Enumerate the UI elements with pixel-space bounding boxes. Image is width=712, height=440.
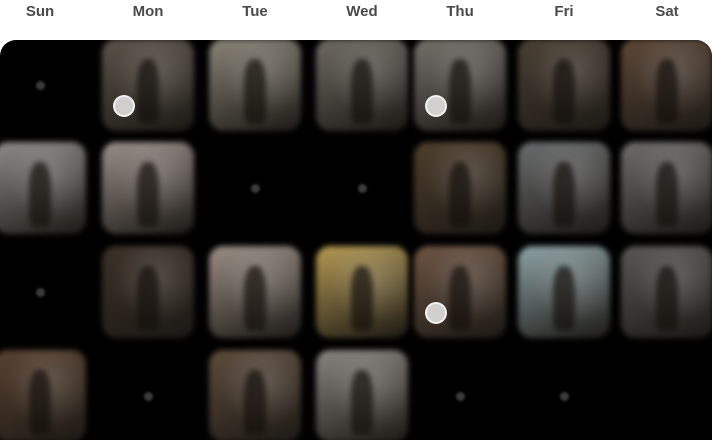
day-photo-thumbnail[interactable] — [621, 40, 712, 131]
day-photo-thumbnail[interactable] — [209, 40, 301, 131]
day-photo-thumbnail[interactable] — [0, 142, 86, 234]
day-photo-thumbnail[interactable] — [102, 142, 194, 234]
day-photo-thumbnail[interactable] — [102, 40, 194, 131]
weekday-thu: Thu — [446, 3, 474, 20]
day-photo-thumbnail[interactable] — [621, 142, 712, 234]
weekday-tue: Tue — [242, 3, 268, 20]
photo-subject — [28, 162, 52, 227]
day-photo-thumbnail[interactable] — [518, 142, 610, 234]
photo-subject — [243, 59, 267, 124]
day-photo-thumbnail[interactable] — [414, 142, 506, 234]
photo-subject — [552, 162, 576, 227]
photo-subject — [655, 162, 679, 227]
photo-count-badge-icon — [113, 95, 135, 117]
empty-day-dot — [560, 392, 569, 401]
day-photo-thumbnail[interactable] — [518, 40, 610, 131]
day-photo-thumbnail[interactable] — [621, 246, 712, 338]
day-photo-thumbnail[interactable] — [0, 350, 86, 440]
day-photo-thumbnail[interactable] — [316, 246, 408, 338]
empty-day-dot — [456, 392, 465, 401]
empty-day-dot — [36, 81, 45, 90]
weekday-fri: Fri — [554, 3, 574, 20]
day-photo-thumbnail[interactable] — [316, 40, 408, 131]
photo-subject — [136, 59, 160, 124]
weekday-sat: Sat — [655, 3, 679, 20]
photo-subject — [350, 266, 374, 331]
photo-subject — [350, 370, 374, 435]
empty-day-dot — [144, 392, 153, 401]
photo-subject — [655, 59, 679, 124]
weekday-sun: Sun — [25, 3, 55, 20]
photo-subject — [243, 370, 267, 435]
photo-subject — [655, 266, 679, 331]
photo-subject — [28, 370, 52, 435]
day-photo-thumbnail[interactable] — [414, 246, 506, 338]
empty-day-dot — [358, 184, 367, 193]
day-photo-thumbnail[interactable] — [518, 246, 610, 338]
photo-subject — [243, 266, 267, 331]
day-photo-thumbnail[interactable] — [102, 246, 194, 338]
photo-calendar-grid — [0, 40, 712, 440]
day-photo-thumbnail[interactable] — [209, 246, 301, 338]
photo-subject — [552, 266, 576, 331]
photo-subject — [552, 59, 576, 124]
photo-subject — [136, 266, 160, 331]
weekday-wed: Wed — [346, 3, 378, 20]
photo-count-badge-icon — [425, 302, 447, 324]
day-photo-thumbnail[interactable] — [316, 350, 408, 440]
weekday-mon: Mon — [132, 3, 164, 20]
photo-subject — [448, 162, 472, 227]
photo-subject — [448, 59, 472, 124]
photo-subject — [448, 266, 472, 331]
day-photo-thumbnail[interactable] — [414, 40, 506, 131]
photo-subject — [136, 162, 160, 227]
photo-count-badge-icon — [425, 95, 447, 117]
day-photo-thumbnail[interactable] — [209, 350, 301, 440]
empty-day-dot — [251, 184, 260, 193]
weekday-header: Sun Mon Tue Wed Thu Fri Sat — [0, 0, 712, 40]
empty-day-dot — [36, 288, 45, 297]
photo-subject — [350, 59, 374, 124]
